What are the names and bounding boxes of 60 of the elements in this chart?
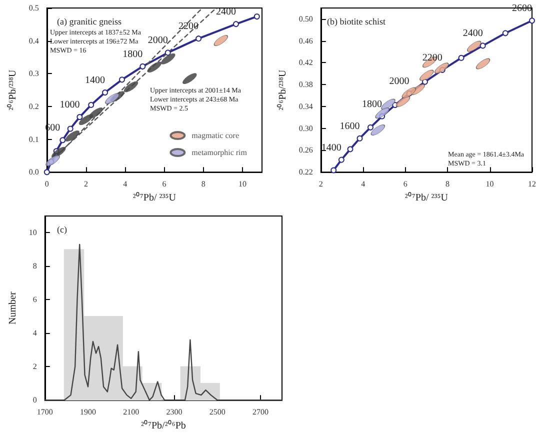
y-axis-title: ²⁰⁶Pb/²³⁸U xyxy=(6,69,18,110)
legend-label: magmatic core xyxy=(192,131,240,140)
annotation: 1800 xyxy=(122,48,143,60)
x-tick-label: 2500 xyxy=(209,408,226,417)
x-axis-title: ²⁰⁷Pb/²⁰⁶Pb xyxy=(141,420,186,432)
annotation: 2400 xyxy=(216,6,236,18)
x-tick-label: 1900 xyxy=(80,408,96,417)
x-axis-title: ²⁰⁷Pb/ ²³⁵U xyxy=(404,192,449,204)
y-tick-label: 0.4 xyxy=(28,36,39,46)
y-tick-label: 0.50 xyxy=(298,14,313,24)
annotation: 1000 xyxy=(60,100,80,111)
annotation: 2400 xyxy=(462,28,483,40)
x-tick-label: 4 xyxy=(123,180,128,189)
text: (c) xyxy=(57,224,67,234)
y-tick-label: 0.1 xyxy=(28,134,39,144)
annotation: 1400 xyxy=(321,142,342,154)
x-tick-label: 8 xyxy=(201,180,206,189)
x-tick-label: 1700 xyxy=(36,408,53,417)
x-tick-label: 6 xyxy=(162,180,166,189)
y-axis-title: ²⁰⁶Pb/²³⁸U xyxy=(276,69,288,110)
x-tick-label: 12 xyxy=(528,180,536,189)
y-axis-title: Number xyxy=(8,291,18,324)
annotation: 2200 xyxy=(422,52,442,64)
x-tick-label: 2 xyxy=(84,180,88,189)
y-tick-label: 0.2 xyxy=(28,102,39,111)
x-tick-label: 10 xyxy=(486,180,494,189)
y-tick-label: 10 xyxy=(28,228,37,238)
text: (a) granitic gneiss xyxy=(57,16,122,26)
annotation: 1400 xyxy=(85,75,106,86)
y-tick-label: 0.3 xyxy=(28,69,39,78)
y-tick-label: 0.30 xyxy=(298,124,313,133)
annotation: 2000 xyxy=(148,35,168,46)
x-tick-label: 6 xyxy=(403,180,408,189)
y-tick-label: 0.5 xyxy=(28,4,39,12)
annotation: 1600 xyxy=(340,120,360,132)
x-tick-label: 4 xyxy=(361,180,366,189)
y-tick-label: 0.22 xyxy=(298,168,313,177)
y-tick-label: 0.26 xyxy=(298,146,313,155)
x-axis-title: ²⁰⁷Pb/ ²³⁵U xyxy=(132,192,177,204)
annotation: 1800 xyxy=(362,98,382,110)
legend-label: metamorphic rim xyxy=(192,148,248,157)
y-tick-label: 0.34 xyxy=(298,102,313,111)
x-tick-label: 2300 xyxy=(166,408,182,417)
y-tick-label: 6 xyxy=(32,295,37,304)
y-tick-label: 0.46 xyxy=(298,36,313,46)
x-tick-label: 10 xyxy=(238,180,246,189)
x-tick-label: 2100 xyxy=(123,408,140,417)
y-tick-label: 0.0 xyxy=(28,168,39,177)
y-tick-label: 0 xyxy=(32,396,37,405)
y-tick-label: 0.38 xyxy=(298,80,313,90)
x-tick-label: 0 xyxy=(44,180,49,189)
x-tick-label: 8 xyxy=(446,180,450,189)
annotation: 2000 xyxy=(389,76,410,87)
x-tick-label: 2 xyxy=(318,180,323,189)
y-tick-label: 4 xyxy=(32,328,37,338)
y-tick-label: 2 xyxy=(32,362,37,372)
text: (b) biotite schist xyxy=(327,16,386,26)
y-tick-label: 8 xyxy=(32,262,37,271)
y-tick-label: 0.42 xyxy=(298,58,313,68)
x-tick-label: 2700 xyxy=(252,408,268,417)
